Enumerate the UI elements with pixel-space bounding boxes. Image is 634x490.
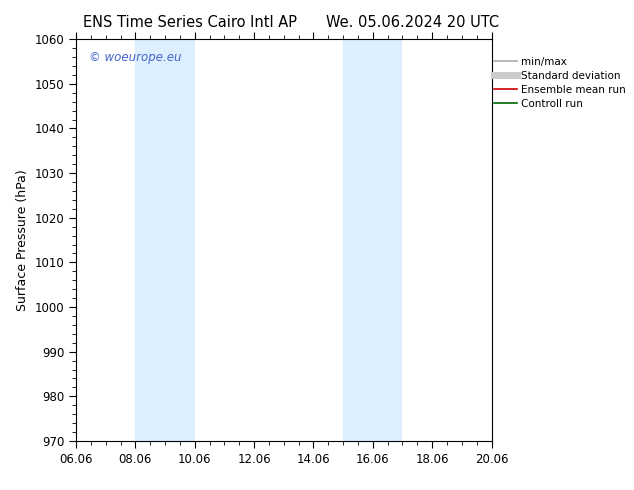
Bar [136, 39, 195, 441]
Text: ENS Time Series Cairo Intl AP: ENS Time Series Cairo Intl AP [83, 15, 297, 30]
Bar [373, 39, 403, 441]
Text: © woeurope.eu: © woeurope.eu [89, 51, 181, 64]
Legend: min/max, Standard deviation, Ensemble mean run, Controll run: min/max, Standard deviation, Ensemble me… [490, 52, 630, 113]
Text: We. 05.06.2024 20 UTC: We. 05.06.2024 20 UTC [325, 15, 499, 30]
Y-axis label: Surface Pressure (hPa): Surface Pressure (hPa) [16, 169, 29, 311]
Bar [343, 39, 373, 441]
